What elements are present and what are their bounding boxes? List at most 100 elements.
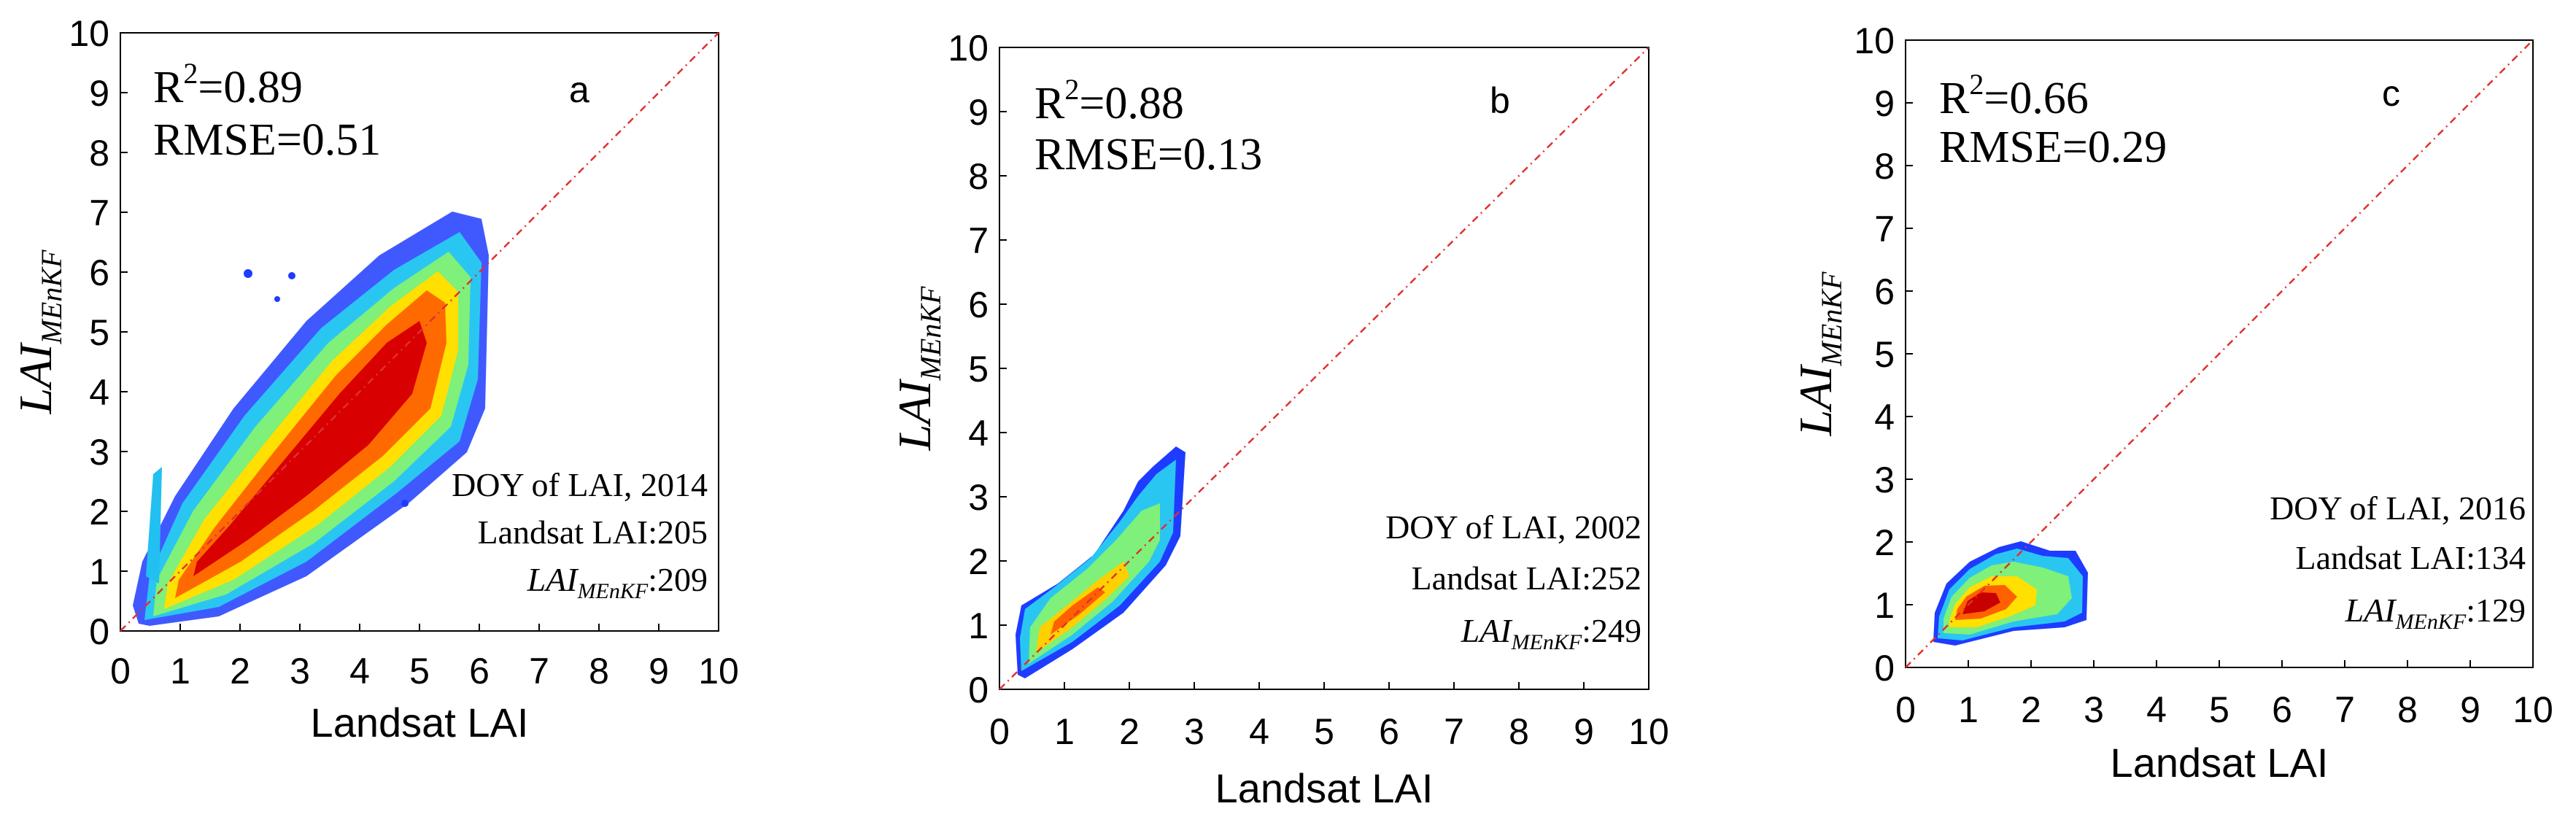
panel-b-y-tick-label: 5: [968, 349, 989, 390]
panel-b-x-ticks: [999, 682, 1649, 689]
panel-c-rmse: RMSE=0.29: [1939, 123, 2167, 172]
panel-b-x-tick-label: 10: [1628, 711, 1669, 752]
panel-b-y-tick-label: 9: [968, 92, 989, 133]
panel-b-y-tick-label: 3: [968, 477, 989, 518]
panel-b-density-cloud: [1016, 446, 1185, 678]
panel-c-menkf-label: LAIMEnKF:129: [2345, 592, 2526, 634]
panel-b-x-tick-label: 6: [1379, 711, 1399, 752]
panel-a-x-tick-labels: 0 1 2 3 4 5 6 7 8 9 10: [110, 651, 739, 692]
panel-c-y-tick-label: 2: [1874, 522, 1895, 563]
panel-a-menkf-sub: MEnKF: [577, 579, 649, 603]
panel-a-one-to-one-line: [120, 32, 719, 632]
panel-b-y-ticks: [999, 47, 1007, 690]
panel-a-cloud-streak: [146, 467, 162, 584]
panel-c-y-tick-label: 5: [1874, 334, 1895, 375]
panel-a-y-tick-label: 4: [89, 372, 109, 413]
panel-c-landsat-label: Landsat LAI:134: [2295, 539, 2526, 576]
panel-c-x-tick-label: 5: [2209, 689, 2229, 730]
panel-a-x-tick-label: 6: [469, 651, 490, 692]
panel-c-y-tick-label: 9: [1874, 83, 1895, 124]
panel-c-y-tick-label: 0: [1874, 648, 1895, 689]
panel-c-r2-value: =0.66: [1984, 74, 2088, 123]
panel-a-outlier: [401, 500, 409, 507]
panel-c-doy-title: DOY of LAI, 2016: [2270, 489, 2526, 527]
panel-a-outlier: [274, 296, 280, 302]
panel-c-y-tick-label: 6: [1874, 271, 1895, 312]
panel-a-x-tick-label: 5: [409, 651, 430, 692]
panel-b-x-tick-label: 5: [1314, 711, 1334, 752]
panel-c-menkf-value: :129: [2466, 592, 2526, 629]
panel-b-landsat-label: Landsat LAI:252: [1411, 559, 1641, 597]
panel-b-doy-title: DOY of LAI, 2002: [1385, 508, 1641, 546]
panel-b: 0 1 2 3 4 5 6 7 8 9 10 0 1 2 3 4 5 6 7 8…: [889, 28, 1669, 811]
panel-a-cloud-red: [193, 321, 427, 576]
panel-b-y-tick-label: 7: [968, 220, 989, 261]
panel-c-x-tick-label: 2: [2021, 689, 2041, 730]
panel-b-one-to-one-line: [999, 47, 1649, 690]
panel-c-ylabel-main: LAI: [1790, 364, 1841, 437]
panel-c-r2-sup: 2: [1969, 68, 1984, 101]
panel-a-ylabel-sub: MEnKF: [35, 249, 68, 344]
panel-c-x-tick-label: 9: [2460, 689, 2480, 730]
panel-a-doy-title: DOY of LAI, 2014: [452, 466, 708, 503]
panel-b-x-tick-label: 0: [989, 711, 1010, 752]
panel-c-xlabel: Landsat LAI: [2111, 740, 2329, 786]
panel-a-x-tick-label: 1: [170, 651, 190, 692]
panel-a-y-tick-label: 6: [89, 252, 109, 293]
panel-a-ylabel: LAIMEnKF: [9, 249, 68, 414]
panel-c-one-to-one-line: [1905, 39, 2534, 668]
panel-a-xlabel: Landsat LAI: [311, 700, 529, 745]
panel-b-r2-value: =0.88: [1079, 79, 1183, 128]
panel-b-r2: R2=0.88: [1034, 73, 1184, 128]
panel-c: 0 1 2 3 4 5 6 7 8 9 10 0 1 2 3 4 5 6 7 8…: [1790, 20, 2553, 786]
panel-b-y-tick-label: 8: [968, 156, 989, 197]
panel-a-x-tick-label: 3: [290, 651, 310, 692]
panel-c-cloud-red: [1962, 592, 2000, 614]
panel-a-x-tick-label: 9: [649, 651, 669, 692]
panel-b-menkf-sub: MEnKF: [1511, 630, 1582, 654]
panel-a-landsat-label: Landsat LAI:205: [477, 514, 708, 551]
panel-c-x-tick-label: 3: [2084, 689, 2104, 730]
panel-b-x-tick-label: 1: [1054, 711, 1075, 752]
panel-c-x-tick-label: 8: [2397, 689, 2418, 730]
panel-b-y-tick-label: 4: [968, 413, 989, 454]
panel-c-x-tick-label: 10: [2513, 689, 2553, 730]
panel-b-x-tick-label: 4: [1249, 711, 1269, 752]
panel-b-x-tick-label: 8: [1509, 711, 1529, 752]
panel-a-r2-value: =0.89: [198, 63, 302, 112]
panel-a-x-tick-label: 10: [698, 651, 739, 692]
panel-b-x-tick-labels: 0 1 2 3 4 5 6 7 8 9 10: [989, 711, 1669, 752]
panel-c-x-tick-label: 4: [2146, 689, 2167, 730]
panel-a-outlier: [244, 269, 252, 278]
panel-a-y-tick-label: 8: [89, 133, 109, 174]
panel-a-y-tick-label: 10: [69, 13, 109, 54]
panel-c-y-ticks: [1906, 39, 1913, 668]
panel-b-x-tick-label: 2: [1119, 711, 1140, 752]
panel-c-y-tick-labels: 0 1 2 3 4 5 6 7 8 9 10: [1854, 20, 1895, 689]
panel-c-y-tick-label: 8: [1874, 146, 1895, 187]
panel-a-rmse: RMSE=0.51: [153, 115, 381, 165]
panel-b-menkf-main: LAI: [1461, 612, 1514, 649]
panel-b-panel-letter: b: [1490, 80, 1510, 121]
panel-c-y-tick-label: 3: [1874, 460, 1895, 500]
panel-c-ylabel: LAIMEnKF: [1790, 271, 1848, 436]
panel-b-ylabel-main: LAI: [889, 379, 940, 452]
panel-b-y-tick-label: 0: [968, 670, 989, 710]
panel-a: 0 1 2 3 4 5 6 7 8 9 10 0 1 2 3 4 5 6 7 8…: [9, 13, 739, 745]
panel-a-y-tick-label: 5: [89, 312, 109, 353]
panel-a-y-tick-labels: 0 1 2 3 4 5 6 7 8 9 10: [69, 13, 109, 652]
panel-b-x-tick-label: 7: [1444, 711, 1464, 752]
panel-b-y-tick-labels: 0 1 2 3 4 5 6 7 8 9 10: [948, 28, 989, 710]
panel-a-y-tick-label: 2: [89, 492, 109, 532]
panel-c-y-tick-label: 7: [1874, 209, 1895, 249]
panel-b-y-tick-label: 1: [968, 605, 989, 646]
panel-b-menkf-label: LAIMEnKF:249: [1461, 612, 1641, 654]
panel-b-ylabel: LAIMEnKF: [889, 286, 947, 451]
panel-a-x-tick-label: 8: [589, 651, 609, 692]
panel-c-y-tick-label: 10: [1854, 20, 1895, 61]
panel-b-ylabel-sub: MEnKF: [914, 286, 947, 381]
panel-a-r2: R2=0.89: [153, 57, 303, 112]
panel-b-x-tick-label: 3: [1184, 711, 1204, 752]
panel-c-density-cloud: [1933, 541, 2088, 646]
panel-c-y-tick-label: 1: [1874, 585, 1895, 626]
